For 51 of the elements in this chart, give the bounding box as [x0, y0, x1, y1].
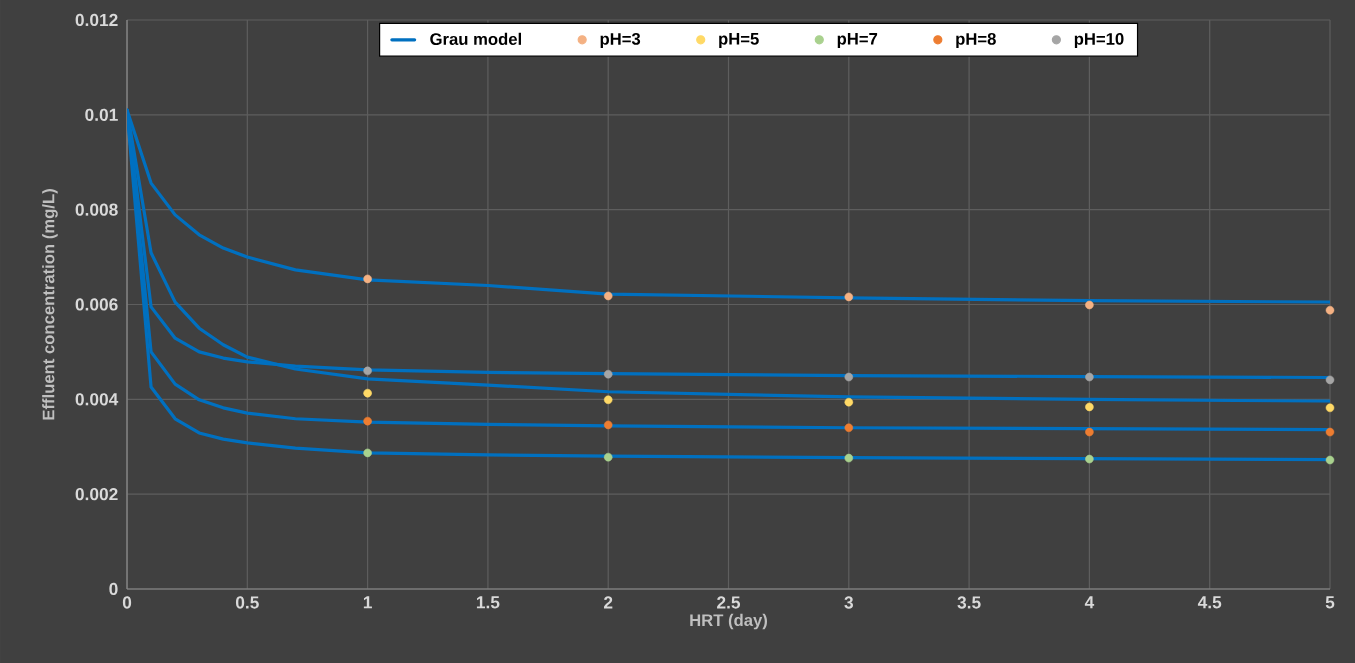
point: [844, 423, 854, 433]
x-tick-label: 4: [1084, 596, 1095, 609]
point: [1325, 403, 1335, 413]
point: [1325, 427, 1335, 437]
point: [1325, 305, 1335, 315]
x-tick-label: 3.5: [957, 596, 981, 609]
point: [363, 274, 372, 284]
point: [603, 452, 613, 462]
legend-label: pH=7: [837, 33, 878, 48]
point: [1085, 454, 1094, 464]
y-tick-label: 0.006: [75, 298, 118, 311]
y-tick-label: 0.008: [75, 203, 118, 216]
x-tick-label: 3: [844, 596, 853, 609]
point: [603, 395, 613, 405]
point: [603, 420, 613, 430]
x-tick-label: 0.5: [235, 596, 259, 609]
legend-label: pH=5: [719, 33, 759, 48]
point: [844, 453, 854, 463]
point: [363, 448, 372, 458]
x-tick-label: 0: [122, 596, 132, 609]
point: [844, 292, 854, 302]
point: [363, 416, 372, 426]
y-tick-label: 0.004: [75, 393, 119, 406]
point: [603, 369, 613, 379]
x-tick-label: 2.5: [717, 596, 741, 609]
legend-label: pH=8: [956, 33, 996, 49]
y-tick-label: 0: [109, 582, 118, 596]
point: [363, 388, 372, 398]
point: [1325, 375, 1335, 385]
x-tick-label: 5: [1325, 596, 1335, 609]
y-tick-label: 0.012: [75, 13, 118, 27]
x-tick-label: 1.5: [476, 596, 500, 609]
y-axis-title: Effluent concentration (mg/L): [42, 189, 58, 420]
legend-label: pH=10: [1074, 33, 1124, 49]
legend-label: pH=3: [600, 33, 641, 49]
point: [1085, 300, 1094, 310]
x-tick-label: 2: [603, 596, 613, 609]
y-tick-label: 0.002: [75, 488, 118, 501]
point: [1085, 427, 1094, 437]
x-axis-title: HRT (day): [690, 613, 768, 630]
point: [1085, 372, 1094, 382]
x-tick-label: 1: [363, 596, 372, 609]
legend-label: Grau model: [430, 32, 521, 46]
point: [844, 397, 854, 407]
point: [1325, 455, 1335, 465]
point: [363, 366, 372, 376]
point: [844, 372, 854, 382]
point: [603, 291, 613, 301]
point: [1085, 402, 1094, 412]
x-tick-label: 4.5: [1197, 596, 1222, 609]
y-tick-label: 0.01: [85, 108, 118, 121]
